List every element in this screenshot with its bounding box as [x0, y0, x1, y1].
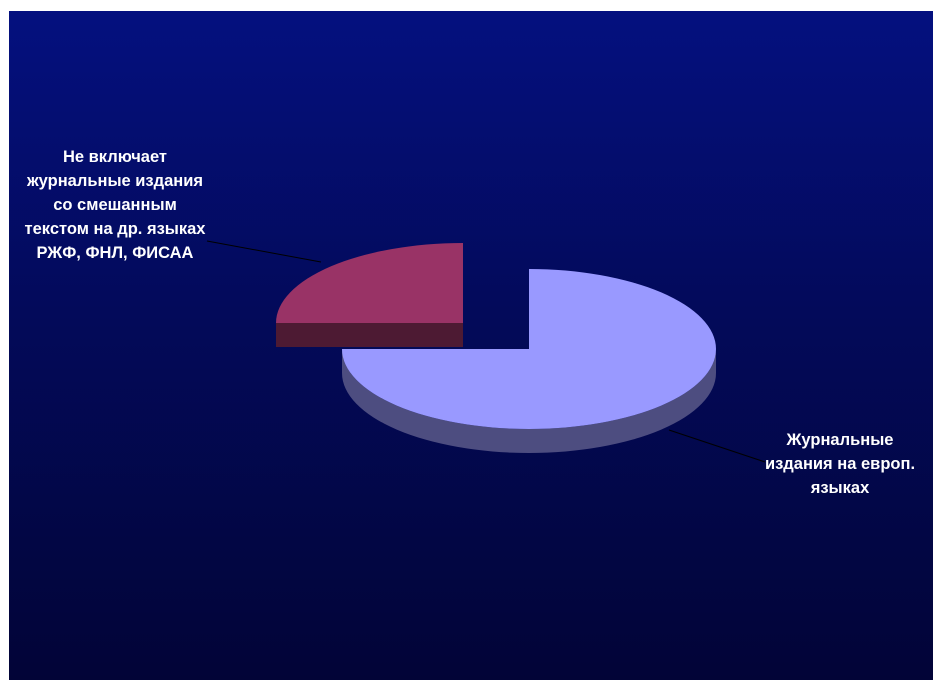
slice-label-european: Журнальные издания на европ. языках [764, 431, 916, 497]
leader-line-other [206, 240, 322, 263]
leader-line-european [668, 429, 766, 463]
pie-slice-other [276, 243, 463, 347]
slide: Не включает журнальные издания со смешан… [9, 11, 933, 680]
pie-chart [206, 240, 766, 463]
pie-slice-european [342, 269, 716, 453]
slice-label-other: Не включает журнальные издания со смешан… [24, 148, 206, 262]
